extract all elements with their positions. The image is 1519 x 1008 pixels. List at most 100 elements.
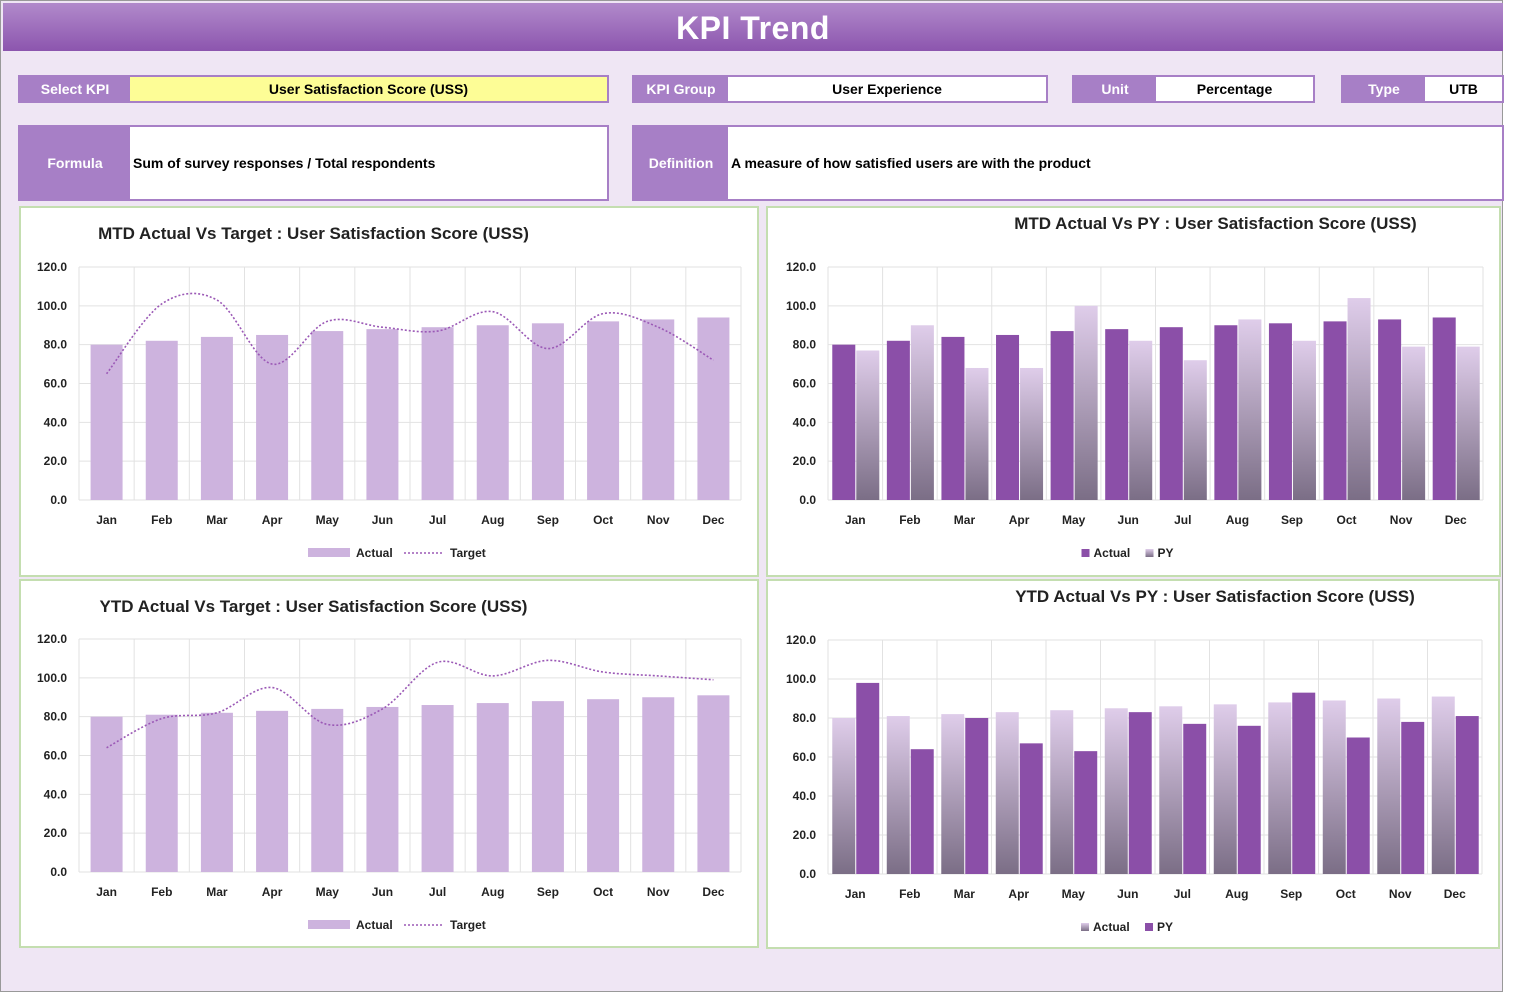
y-tick-label: 120.0 <box>786 633 816 647</box>
type-label: Type <box>1343 77 1425 101</box>
bar-py <box>965 718 989 874</box>
y-tick-label: 20.0 <box>793 454 817 468</box>
x-tick-label: Dec <box>702 885 724 899</box>
bar-py <box>1292 340 1316 500</box>
unit-label: Unit <box>1074 77 1156 101</box>
x-tick-label: Jul <box>429 513 446 527</box>
bar-actual <box>1268 702 1292 874</box>
x-tick-label: May <box>1062 887 1086 901</box>
bar-actual <box>421 705 454 872</box>
bar-actual <box>1213 704 1237 874</box>
legend-target-label: Target <box>450 546 486 560</box>
select-kpi-dropdown[interactable]: User Satisfaction Score (USS) <box>130 77 607 101</box>
x-tick-label: Sep <box>537 513 559 527</box>
bar-actual <box>642 319 675 500</box>
bar-actual <box>1323 321 1347 500</box>
x-tick-label: Oct <box>593 513 613 527</box>
formula-value: Sum of survey responses / Total responde… <box>133 155 436 171</box>
x-tick-label: Aug <box>1226 513 1249 527</box>
bar-actual <box>697 317 730 500</box>
x-tick-label: Mar <box>954 887 976 901</box>
definition-label: Definition <box>634 127 728 199</box>
bar-actual <box>476 325 509 500</box>
legend-swatch <box>1081 923 1089 931</box>
x-tick-label: Jun <box>372 885 393 899</box>
dashboard: KPI Trend Select KPI User Satisfaction S… <box>0 0 1504 992</box>
legend-swatch <box>1145 923 1153 931</box>
bar-actual <box>366 329 399 500</box>
x-tick-label: Oct <box>1337 513 1357 527</box>
y-tick-label: 20.0 <box>793 828 817 842</box>
bar-actual <box>311 708 344 872</box>
page-title: KPI Trend <box>3 3 1503 51</box>
x-tick-label: Jan <box>96 885 117 899</box>
bar-py <box>1346 737 1370 874</box>
y-tick-label: 120.0 <box>37 632 67 646</box>
y-tick-label: 60.0 <box>44 377 68 391</box>
y-tick-label: 100.0 <box>786 299 816 313</box>
x-tick-label: Feb <box>899 513 920 527</box>
bar-py <box>965 367 989 500</box>
select-kpi-field: Select KPI User Satisfaction Score (USS) <box>18 75 609 103</box>
bar-py <box>1129 340 1153 500</box>
chart-title: YTD Actual Vs Target : User Satisfaction… <box>99 597 528 616</box>
target-line <box>105 292 714 375</box>
bar-actual <box>256 334 289 500</box>
bar-actual <box>832 718 856 874</box>
legend-label: PY <box>1157 920 1173 934</box>
bar-actual <box>1104 708 1128 874</box>
kpi-group-value: User Experience <box>832 81 942 97</box>
legend-label: Actual <box>1093 920 1130 934</box>
bar-actual <box>421 327 454 500</box>
bar-actual <box>995 712 1019 874</box>
y-tick-label: 120.0 <box>786 260 816 274</box>
y-tick-label: 40.0 <box>793 789 817 803</box>
mtd-actual-vs-py-chart: MTD Actual Vs PY : User Satisfaction Sco… <box>766 206 1501 577</box>
bar-py <box>1237 725 1261 874</box>
bar-py <box>1402 346 1426 500</box>
bar-actual <box>642 697 675 872</box>
x-tick-label: Apr <box>1009 513 1030 527</box>
bar-py <box>856 682 880 874</box>
y-tick-label: 60.0 <box>44 749 68 763</box>
bar-actual <box>531 701 564 872</box>
bar-actual <box>697 695 730 872</box>
x-tick-label: May <box>316 885 340 899</box>
mtd-actual-vs-target-chart: MTD Actual Vs Target : User Satisfaction… <box>19 206 759 577</box>
bar-actual <box>886 340 910 500</box>
x-tick-label: Sep <box>1281 513 1303 527</box>
y-tick-label: 80.0 <box>793 338 817 352</box>
bar-actual <box>366 706 399 872</box>
chart-title: YTD Actual Vs PY : User Satisfaction Sco… <box>1015 587 1415 606</box>
bar-py <box>1183 360 1207 500</box>
bar-py <box>1347 298 1371 500</box>
x-tick-label: Nov <box>647 885 670 899</box>
unit-value: Percentage <box>1196 81 1273 97</box>
bar-actual <box>941 336 965 500</box>
y-tick-label: 80.0 <box>44 710 68 724</box>
y-tick-label: 120.0 <box>37 260 67 274</box>
y-tick-label: 0.0 <box>50 865 67 879</box>
y-tick-label: 80.0 <box>793 711 817 725</box>
bar-actual <box>1377 698 1401 874</box>
definition-value: A measure of how satisfied users are wit… <box>731 155 1091 171</box>
bar-actual <box>145 340 178 500</box>
bar-actual <box>200 336 233 500</box>
formula-label: Formula <box>20 127 130 199</box>
legend-target-label: Target <box>450 918 486 932</box>
bar-actual <box>90 716 123 872</box>
x-tick-label: Apr <box>1008 887 1029 901</box>
ytd-actual-vs-target-chart: YTD Actual Vs Target : User Satisfaction… <box>19 579 759 948</box>
bar-py <box>1020 367 1044 500</box>
x-tick-label: Jun <box>372 513 393 527</box>
x-tick-label: Feb <box>151 885 172 899</box>
y-tick-label: 80.0 <box>44 338 68 352</box>
x-tick-label: Jan <box>845 513 866 527</box>
bar-py <box>1455 716 1479 874</box>
bar-actual <box>1432 317 1456 500</box>
x-tick-label: Nov <box>1390 513 1413 527</box>
y-tick-label: 60.0 <box>793 750 817 764</box>
x-tick-label: Mar <box>954 513 976 527</box>
bar-actual <box>886 716 910 874</box>
bar-actual <box>1214 325 1238 500</box>
